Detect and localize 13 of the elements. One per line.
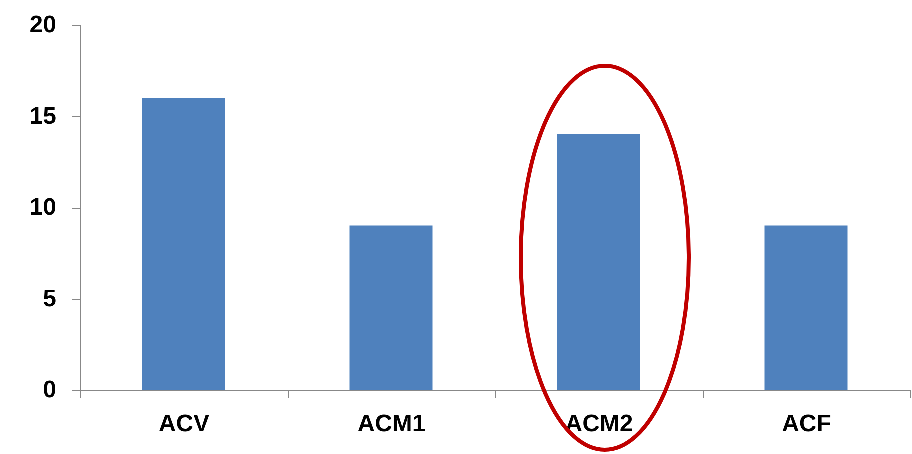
x-tick-label: ACF	[782, 410, 832, 438]
x-tick-label: ACV	[158, 410, 210, 438]
y-tick-label: 5	[43, 285, 56, 312]
y-tick-label: 0	[43, 376, 56, 404]
x-tick-label: ACM2	[565, 410, 634, 438]
y-tick-label: 20	[30, 12, 56, 38]
y-tick-label: 10	[30, 194, 56, 221]
bar	[350, 226, 433, 390]
bar	[142, 98, 226, 390]
bar	[764, 226, 848, 390]
y-tick-label: 15	[30, 102, 56, 130]
x-tick-label: ACM1	[358, 410, 426, 438]
bar	[557, 134, 640, 390]
